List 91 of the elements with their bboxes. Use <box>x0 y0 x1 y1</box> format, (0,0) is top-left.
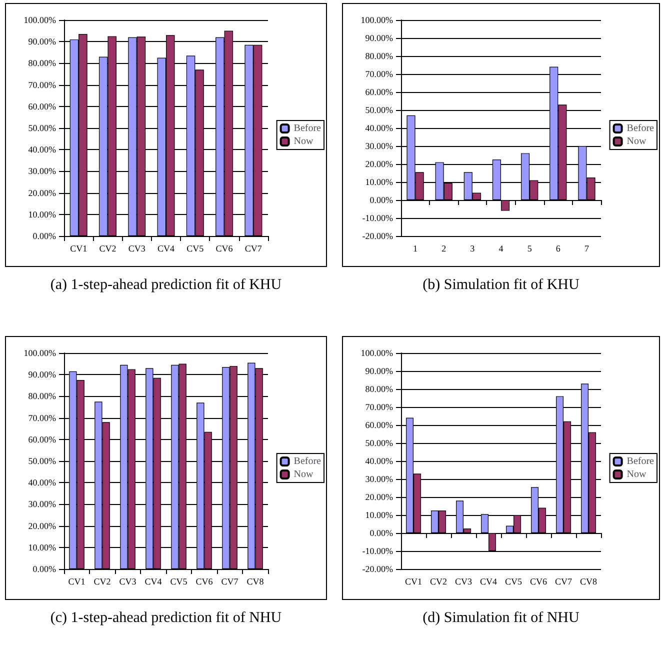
x-tick-label: 2 <box>442 244 446 254</box>
x-tick-label: CV5 <box>504 576 522 586</box>
x-tick-label: 6 <box>556 244 561 254</box>
legend-label: Now <box>626 469 648 480</box>
x-tick-label: CV3 <box>454 576 472 586</box>
y-tick-label: 40.00% <box>28 144 56 155</box>
y-tick-label: 70.00% <box>365 402 394 412</box>
x-tick-label: CV3 <box>119 576 137 586</box>
y-tick-label: 20.00% <box>365 159 394 169</box>
y-tick-label: 0.00% <box>32 564 56 574</box>
y-tick-label: 30.00% <box>28 499 56 510</box>
x-tick-label: CV3 <box>128 244 146 254</box>
x-tick-label: CV4 <box>157 244 175 254</box>
y-tick-label: -20.00% <box>362 564 394 574</box>
y-tick-label: 50.00% <box>28 123 56 133</box>
y-tick-label: 90.00% <box>28 36 56 47</box>
legend-label: Before <box>294 456 322 467</box>
x-tick-label: CV5 <box>186 244 204 254</box>
x-tick-label: CV2 <box>430 576 448 586</box>
y-tick-label: 40.00% <box>365 456 394 466</box>
bar <box>501 200 510 211</box>
y-tick-label: 50.00% <box>365 438 394 448</box>
y-tick-label: 0.00% <box>370 195 394 205</box>
y-tick-label: 80.00% <box>365 51 394 61</box>
y-tick-label: 80.00% <box>365 384 394 394</box>
y-tick-label: 60.00% <box>365 420 394 430</box>
legend-label: Now <box>294 136 314 147</box>
y-tick-label: 0.00% <box>370 528 394 538</box>
y-tick-label: 80.00% <box>28 391 56 402</box>
y-tick-label: 20.00% <box>28 188 56 198</box>
text: (b) Simulation fit of KHU <box>422 276 580 295</box>
y-tick-label: 70.00% <box>28 412 56 423</box>
y-tick-label: 90.00% <box>28 370 56 380</box>
y-tick-label: 20.00% <box>365 492 394 502</box>
x-tick-label: 5 <box>527 244 532 254</box>
text: (a) 1-step-ahead prediction fit of KHU <box>49 276 283 295</box>
y-tick-label: 30.00% <box>365 474 394 484</box>
y-tick-label: 40.00% <box>365 123 394 133</box>
x-tick-label: CV1 <box>404 576 422 586</box>
x-tick-label: CV7 <box>244 244 262 254</box>
x-tick-label: CV6 <box>196 576 214 586</box>
y-tick-label: 80.00% <box>28 58 56 68</box>
y-tick-label: 30.00% <box>365 141 394 151</box>
text: (d) Simulation fit of NHU <box>422 609 580 628</box>
x-tick-label: CV7 <box>554 576 572 586</box>
y-tick-label: -10.00% <box>362 546 394 556</box>
y-tick-label: 10.00% <box>365 510 394 520</box>
text: (c) 1-step-ahead prediction fit of NHU <box>49 609 283 628</box>
y-tick-label: 70.00% <box>28 80 56 90</box>
y-tick-label: 100.00% <box>24 348 56 358</box>
y-tick-label: 100.00% <box>360 15 394 25</box>
x-tick-label: 4 <box>498 244 504 254</box>
x-tick-label: CV1 <box>70 244 88 254</box>
y-tick-label: 60.00% <box>28 434 56 444</box>
x-tick-label: 7 <box>584 244 590 254</box>
legend-label: Now <box>294 469 314 480</box>
y-tick-label: 60.00% <box>365 87 394 97</box>
y-tick-label: 90.00% <box>365 33 394 43</box>
y-tick-label: -20.00% <box>362 231 394 241</box>
y-tick-label: 10.00% <box>28 209 56 220</box>
y-tick-label: 50.00% <box>365 105 394 115</box>
x-tick-label: CV2 <box>94 576 111 586</box>
y-tick-label: 100.00% <box>24 15 56 25</box>
legend-label: Before <box>626 456 655 467</box>
y-tick-label: 10.00% <box>365 177 394 187</box>
x-tick-label: CV8 <box>580 576 598 586</box>
x-tick-label: CV6 <box>216 244 234 254</box>
x-tick-label: 3 <box>470 244 476 254</box>
y-tick-label: -10.00% <box>362 213 394 223</box>
legend-label: Before <box>626 123 655 134</box>
x-tick-label: CV8 <box>246 576 264 586</box>
y-tick-label: 50.00% <box>28 456 56 466</box>
x-tick-label: CV4 <box>144 576 162 586</box>
y-tick-label: 90.00% <box>365 366 394 376</box>
x-tick-label: CV7 <box>221 576 239 586</box>
y-tick-label: 10.00% <box>28 542 56 552</box>
y-tick-label: 0.00% <box>32 231 56 241</box>
x-tick-label: CV4 <box>480 576 498 586</box>
y-tick-label: 100.00% <box>360 348 394 358</box>
legend-label: Now <box>626 136 648 147</box>
y-tick-label: 20.00% <box>28 520 56 531</box>
x-tick-label: CV2 <box>99 244 116 254</box>
x-tick-label: CV6 <box>530 576 548 586</box>
x-tick-label: CV1 <box>68 576 86 586</box>
y-tick-label: 70.00% <box>365 69 394 79</box>
x-tick-label: 1 <box>413 244 418 254</box>
legend-label: Before <box>294 123 322 134</box>
y-tick-label: 60.00% <box>28 101 56 112</box>
x-tick-label: CV5 <box>170 576 188 586</box>
y-tick-label: 40.00% <box>28 478 56 488</box>
y-tick-label: 30.00% <box>28 166 56 176</box>
